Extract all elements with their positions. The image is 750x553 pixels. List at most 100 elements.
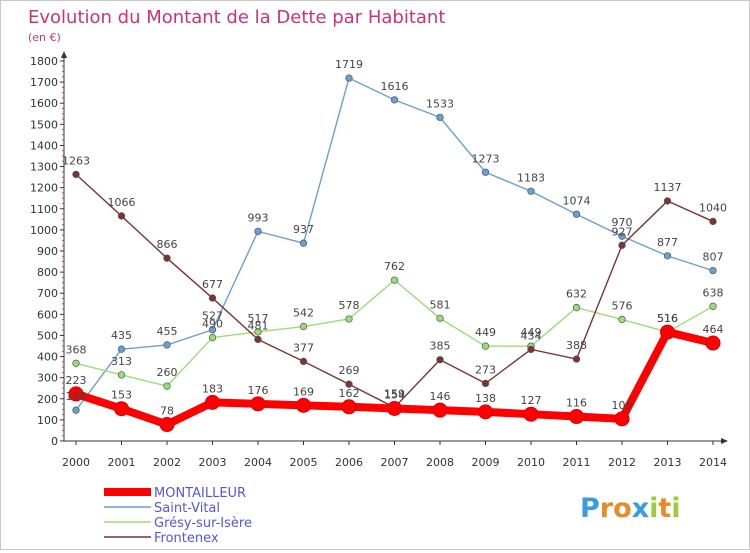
data-point <box>432 402 448 418</box>
logo-letter: t <box>658 493 671 524</box>
data-label: 146 <box>430 390 451 403</box>
y-tick-label: 700 <box>37 287 58 300</box>
data-point <box>163 254 171 262</box>
data-point <box>208 333 217 342</box>
data-label: 169 <box>293 385 314 398</box>
axes: 0 100 200 300 400 500 600 700 800 900 1000 1100 1200… <box>30 51 728 469</box>
x-tick-label: 2007 <box>381 456 409 469</box>
logo-letter: P <box>580 493 600 524</box>
y-tick-label: 1200 <box>30 182 58 195</box>
x-axis-arrow <box>721 438 728 444</box>
legend-label: Grésy-sur-Isère <box>154 516 252 531</box>
data-point <box>117 212 126 220</box>
data-point <box>709 302 717 310</box>
data-labels: 146 435 455 527 993 937 1719 1616 1533 1273 1183 10… <box>62 58 727 417</box>
data-label: 1533 <box>426 97 454 110</box>
data-point <box>705 335 721 351</box>
data-label: 116 <box>566 397 587 410</box>
data-point <box>618 241 626 249</box>
data-label: 455 <box>157 325 178 338</box>
x-tick-label: 2003 <box>199 456 227 469</box>
y-axis-arrow <box>61 51 67 58</box>
data-label: 159 <box>384 387 405 400</box>
data-point <box>299 357 308 366</box>
data-point <box>523 406 539 422</box>
x-tick-label: 2012 <box>608 456 636 469</box>
data-label: 542 <box>293 307 314 320</box>
data-point <box>527 345 535 354</box>
data-label: 1719 <box>335 58 363 71</box>
data-label: 877 <box>657 236 678 249</box>
data-label: 377 <box>293 341 314 354</box>
data-label: 260 <box>157 366 178 379</box>
data-label: 449 <box>475 326 496 339</box>
x-tick-label: 2004 <box>244 456 272 469</box>
data-label: 1183 <box>517 171 545 184</box>
data-label: 481 <box>248 319 269 332</box>
legend-label: Frontenex <box>154 531 219 546</box>
legend-label: MONTAILLEUR <box>154 486 246 501</box>
y-tick-label: 600 <box>37 308 58 321</box>
data-point <box>117 371 126 379</box>
x-tick-label: 2010 <box>517 456 545 469</box>
data-label: 449 <box>521 326 542 339</box>
data-label: 1273 <box>472 152 500 165</box>
data-point <box>478 404 493 420</box>
data-point <box>208 326 217 334</box>
data-label: 388 <box>566 339 587 352</box>
data-point <box>572 303 581 312</box>
x-tick-label: 2013 <box>654 456 682 469</box>
series-points <box>68 74 721 433</box>
logo-letter: x <box>632 493 649 524</box>
data-label: 1263 <box>62 154 90 167</box>
data-label: 807 <box>703 251 724 264</box>
y-tick-label: 1400 <box>30 139 58 152</box>
data-point <box>572 210 581 218</box>
data-point <box>159 417 175 433</box>
data-point <box>390 276 399 284</box>
data-label: 490 <box>202 318 223 331</box>
data-point <box>114 401 129 417</box>
data-label: 273 <box>475 363 496 376</box>
data-point <box>72 359 80 367</box>
data-label: 162 <box>339 387 360 400</box>
x-tick-label: 2001 <box>108 456 136 469</box>
data-point <box>72 170 80 179</box>
data-label: 576 <box>612 299 633 312</box>
logo-letter: i <box>671 493 680 524</box>
data-point <box>254 328 262 336</box>
data-point <box>436 356 444 364</box>
x-tick-label: 2002 <box>153 456 181 469</box>
data-point <box>614 411 630 427</box>
data-label: 517 <box>248 312 269 325</box>
data-point <box>68 386 84 402</box>
y-tick-label: 100 <box>37 414 58 427</box>
data-label: 866 <box>157 238 178 251</box>
data-label: 638 <box>703 286 724 299</box>
y-tick-label: 1700 <box>30 76 58 89</box>
data-label: 146 <box>66 390 87 403</box>
data-label: 937 <box>293 223 314 236</box>
y-tick-label: 200 <box>37 393 58 406</box>
chart-title: Evolution du Montant de la Dette par Hab… <box>28 7 445 28</box>
data-point <box>527 187 535 195</box>
data-point <box>299 322 308 331</box>
data-point <box>481 379 490 388</box>
data-label: 581 <box>430 298 451 311</box>
data-label: 434 <box>521 329 542 342</box>
data-point <box>618 232 626 240</box>
y-tick-label: 0 <box>51 435 58 448</box>
data-label: 1066 <box>108 196 136 209</box>
logo-letter: i <box>649 493 658 524</box>
data-point <box>390 96 399 104</box>
y-tick-label: 1800 <box>30 55 58 68</box>
logo-letter: o <box>613 493 632 524</box>
data-label: 138 <box>475 392 496 405</box>
data-label: 1074 <box>563 194 591 207</box>
x-tick-label: 2008 <box>426 456 454 469</box>
data-point <box>117 345 126 353</box>
data-point <box>163 341 171 349</box>
y-tick-label: 400 <box>37 351 58 364</box>
data-point <box>345 380 353 388</box>
